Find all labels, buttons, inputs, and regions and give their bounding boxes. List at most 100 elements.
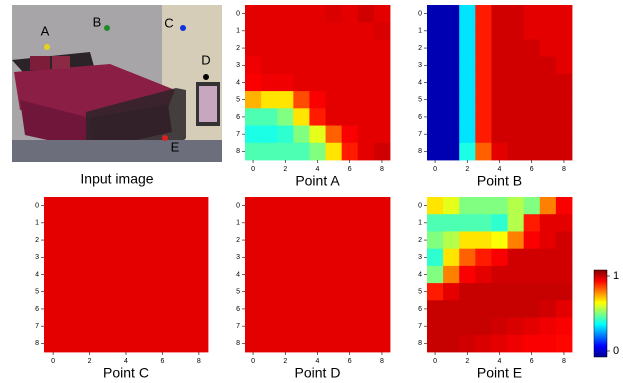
y-tick-label: 6: [236, 306, 240, 313]
y-tick-label: 6: [418, 306, 422, 313]
y-tick-label: 3: [418, 254, 422, 261]
y-tick-label: 6: [35, 306, 39, 313]
heatmap-cell: [357, 283, 375, 301]
heatmap-cell: [357, 108, 375, 126]
heatmap-cell: [459, 248, 476, 267]
heatmap-cell: [555, 231, 573, 250]
heatmap-cell: [98, 214, 118, 232]
heatmap-cell: [171, 265, 191, 284]
heatmap-cell: [80, 334, 100, 353]
heatmap-cell: [475, 197, 492, 215]
heatmap-cell: [491, 334, 508, 353]
heatmap-cell: [427, 108, 444, 126]
heatmap-cell: [341, 283, 359, 301]
y-tick-label: 0: [418, 202, 422, 209]
heatmap-cell: [293, 22, 310, 40]
heatmap-cell: [135, 248, 154, 267]
heatmap-cell: [427, 91, 444, 109]
heatmap-cell: [555, 283, 573, 301]
heatmap-cell: [539, 22, 557, 40]
heatmap-cell: [427, 317, 444, 336]
heatmap-cell: [443, 108, 460, 126]
heatmap-cell: [539, 300, 557, 318]
heatmap-cell: [427, 231, 444, 250]
heatmap-cell: [293, 317, 310, 336]
heatmap-cell: [341, 248, 359, 267]
heatmap-cell: [116, 197, 136, 215]
y-tick-label: 8: [418, 340, 422, 347]
heatmap-cell: [189, 248, 209, 267]
heatmap-cell: [507, 22, 525, 40]
y-tick-label: 7: [418, 131, 422, 138]
heatmap-cell: [507, 73, 525, 92]
heatmap-cell: [261, 265, 278, 284]
heatmap-cell: [373, 248, 391, 267]
point-marker: [162, 135, 168, 141]
heatmap-cell: [277, 73, 294, 92]
heatmap-cell: [491, 214, 508, 232]
image-caption: Input image: [80, 171, 153, 187]
panel-title: Point A: [295, 173, 340, 189]
heatmap-cell: [523, 197, 541, 215]
heatmap-cell: [116, 248, 136, 267]
heatmap-cell: [245, 248, 262, 267]
heatmap-cell: [293, 300, 310, 318]
heatmap-cell: [293, 73, 310, 92]
heatmap-cell: [555, 73, 573, 92]
heatmap-cell: [555, 22, 573, 40]
y-tick-label: 1: [418, 28, 422, 35]
heatmap-cell: [475, 231, 492, 250]
heatmap-cell: [459, 5, 476, 23]
heatmap-cell: [539, 56, 557, 75]
heatmap-cell: [116, 300, 136, 318]
heatmap-cell: [507, 231, 525, 250]
heatmap-cell: [523, 214, 541, 232]
heatmap-cell: [427, 125, 444, 144]
heatmap-cell: [245, 39, 262, 58]
heatmap-cell: [373, 22, 391, 40]
heatmap-cell: [373, 73, 391, 92]
heatmap-cell: [293, 108, 310, 126]
heatmap-cell: [261, 108, 278, 126]
heatmap-cell: [555, 56, 573, 75]
heatmap-cell: [153, 283, 172, 301]
heatmap-cell: [261, 91, 278, 109]
heatmap-cell: [309, 334, 326, 353]
heatmap-cell: [309, 248, 326, 267]
heatmap-cell: [135, 265, 154, 284]
x-tick-label: 0: [251, 166, 255, 173]
heatmap-cell: [491, 5, 508, 23]
heatmap-cell: [309, 125, 326, 144]
heatmap-cell: [539, 248, 557, 267]
heatmap-cell: [309, 197, 326, 215]
heatmap-cell: [135, 317, 154, 336]
heatmap-cell: [491, 73, 508, 92]
heatmap-cell: [98, 283, 118, 301]
heatmap-cell: [523, 5, 541, 23]
heatmap-cell: [539, 231, 557, 250]
heatmap-cell: [98, 300, 118, 318]
heatmap-cell: [44, 197, 63, 215]
heatmap-cell: [523, 283, 541, 301]
heatmap-cell: [341, 39, 359, 58]
heatmap-cell: [62, 214, 81, 232]
heatmap-cell: [555, 108, 573, 126]
heatmap-cell: [309, 91, 326, 109]
heatmap-cell: [293, 214, 310, 232]
heatmap-cell: [507, 91, 525, 109]
y-tick-label: 7: [418, 323, 422, 330]
heatmap-cell: [116, 283, 136, 301]
heatmap-cell: [189, 214, 209, 232]
heatmap-cell: [523, 317, 541, 336]
heatmap-cell: [475, 142, 492, 161]
heatmap-cell: [135, 300, 154, 318]
y-tick-label: 4: [35, 271, 39, 278]
heatmap-cell: [135, 197, 154, 215]
heatmap-cell: [261, 5, 278, 23]
y-tick-label: 4: [236, 79, 240, 86]
heatmap-cell: [357, 248, 375, 267]
heatmap-cell: [62, 317, 81, 336]
heatmap-cell: [341, 5, 359, 23]
y-tick-label: 5: [236, 97, 240, 104]
heatmap-cell: [357, 5, 375, 23]
